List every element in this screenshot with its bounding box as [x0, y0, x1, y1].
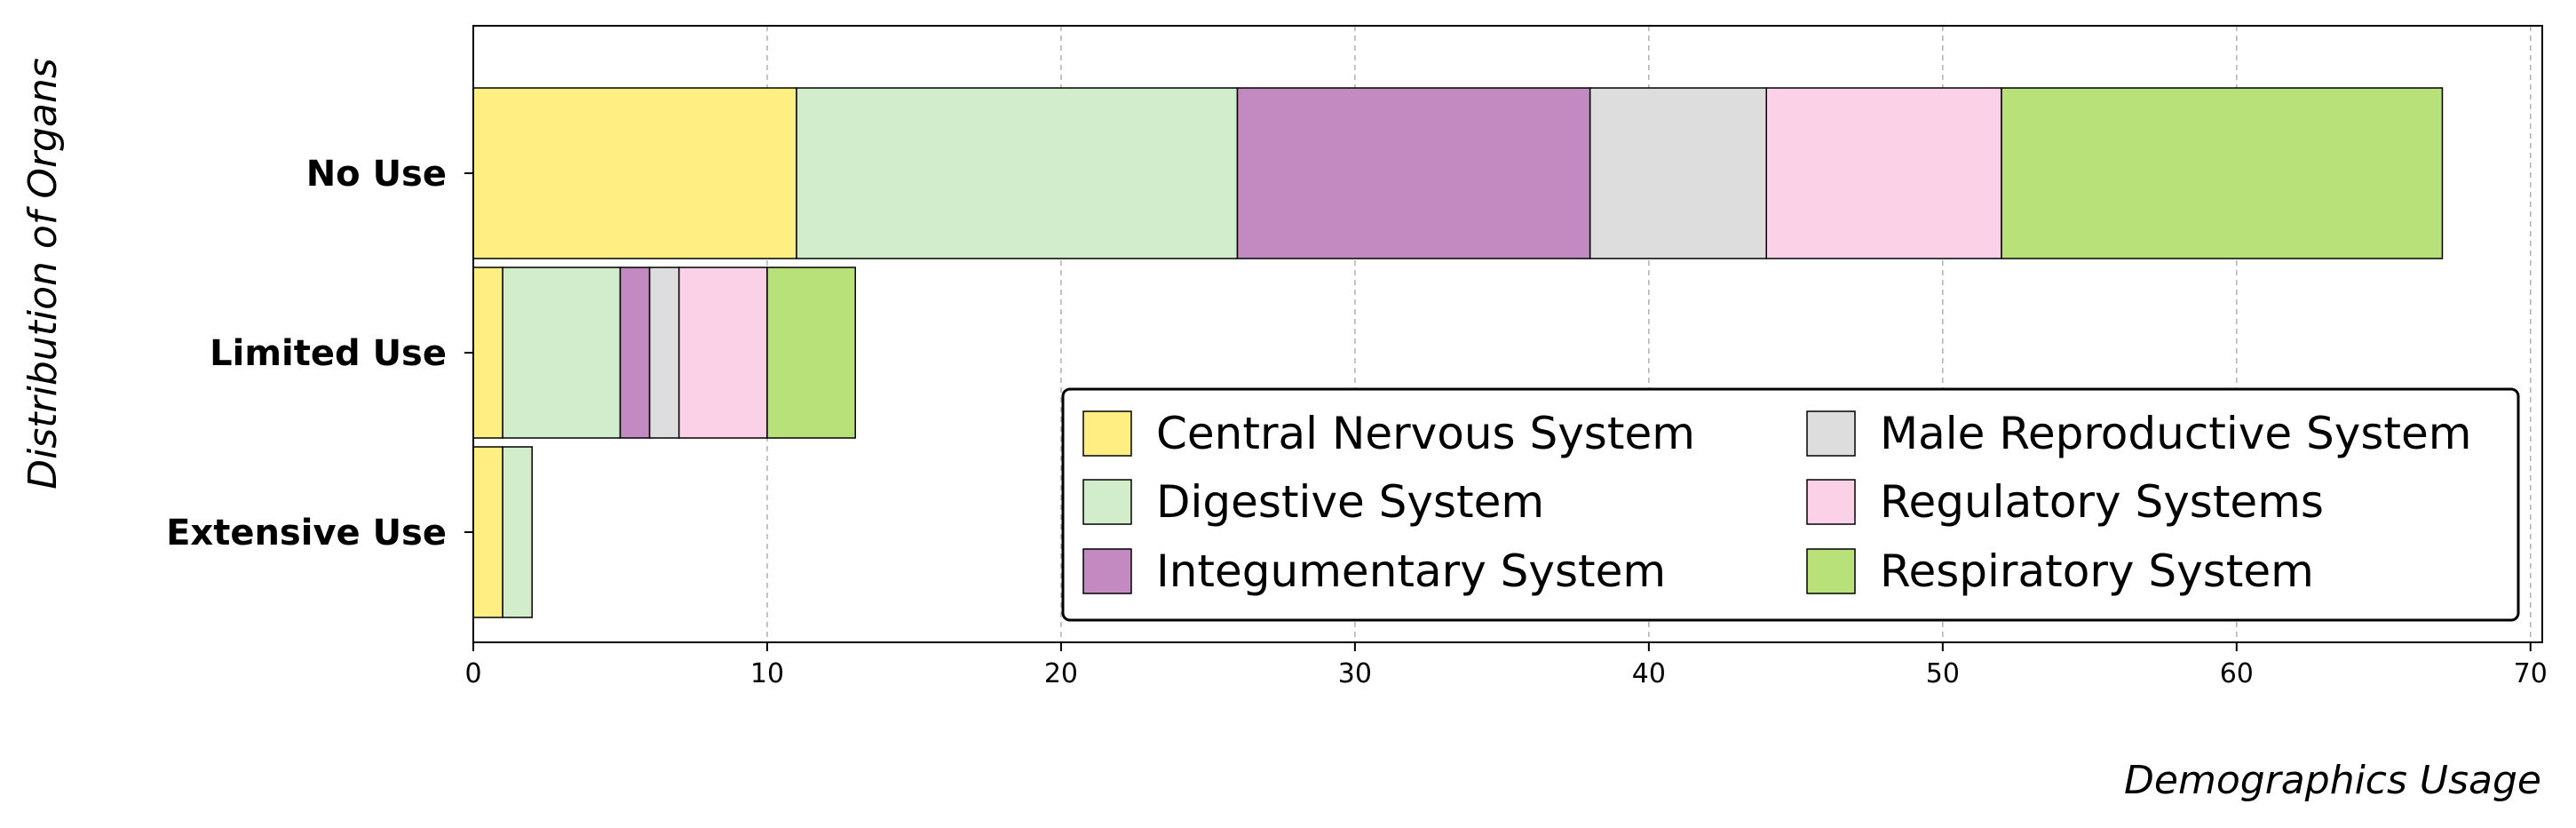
x-tick-label: 70	[2514, 658, 2548, 689]
bar-segment	[1589, 87, 1767, 259]
legend-label: Male Reproductive System	[1880, 408, 2471, 459]
y-axis-title: Distribution of Organs	[20, 58, 66, 490]
x-axis-title: Demographics Usage	[2124, 758, 2541, 803]
y-category-label: No Use	[306, 154, 447, 195]
x-tick-label: 30	[1338, 658, 1372, 689]
x-tick-label: 40	[1632, 658, 1666, 689]
legend-swatch	[1806, 479, 1856, 525]
x-tick-label: 50	[1926, 658, 1960, 689]
x-tick-label: 20	[1044, 658, 1078, 689]
legend-label: Regulatory Systems	[1880, 476, 2324, 528]
y-category-label: Limited Use	[210, 333, 447, 374]
legend-swatch	[1082, 410, 1132, 457]
bar-segment	[1236, 87, 1591, 259]
bars	[472, 87, 2444, 618]
legend-swatch	[1806, 410, 1856, 457]
bar-segment	[648, 267, 680, 439]
legend-swatch	[1082, 479, 1132, 525]
legend-swatch	[1082, 548, 1132, 594]
bar-segment	[2001, 87, 2444, 259]
legend-label: Central Nervous System	[1156, 408, 1695, 459]
bar-segment	[678, 267, 768, 439]
legend-label: Integumentary System	[1156, 545, 1666, 597]
axis-ticks: 0 10 20 30 40 50 60 70 No Use Limited Use Extensiv…	[166, 154, 2548, 689]
legend-box	[1061, 387, 2520, 622]
legend-swatch	[1806, 548, 1856, 594]
bar-segment	[766, 267, 857, 439]
legend-label: Respiratory System	[1880, 545, 2314, 597]
bar-segment	[796, 87, 1239, 259]
x-tick-label: 10	[750, 658, 784, 689]
legend-label: Digestive System	[1156, 476, 1544, 528]
bar-segment	[502, 267, 622, 439]
bar-segment	[472, 267, 503, 439]
bar-segment	[619, 267, 651, 439]
x-tick-label: 60	[2220, 658, 2254, 689]
bar-segment	[472, 446, 503, 618]
bar-segment	[1765, 87, 2002, 259]
x-tick-label: 0	[464, 658, 481, 689]
legend: Central Nervous System Digestive System In…	[1061, 387, 2520, 622]
plot-area-frame	[472, 25, 2543, 643]
bar-segment	[502, 446, 533, 618]
bar-segment	[472, 87, 797, 259]
y-category-label: Extensive Use	[166, 513, 447, 553]
